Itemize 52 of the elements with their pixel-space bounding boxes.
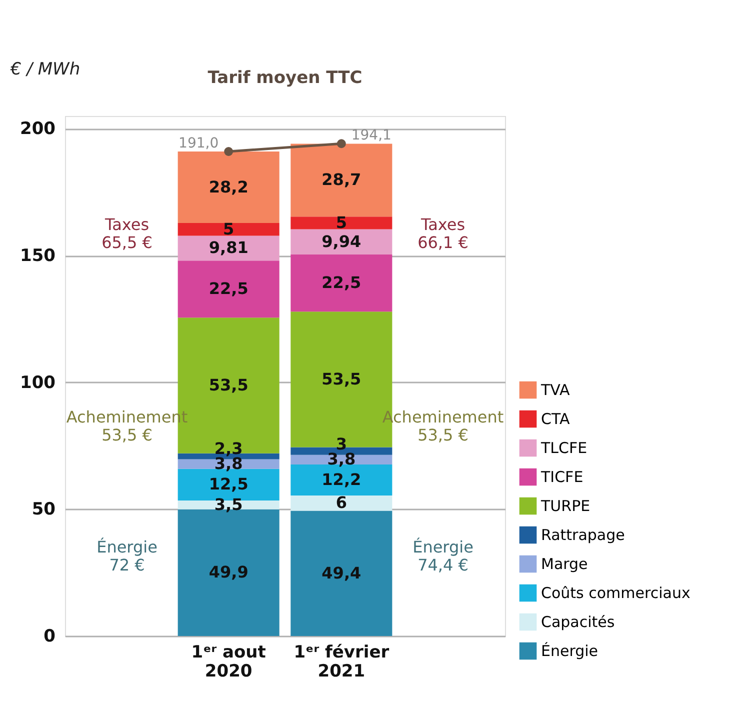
x-tick-label: 1ᵉʳ février 2021: [294, 642, 390, 682]
bar: [290, 254, 392, 312]
legend-label: Capacités: [541, 613, 615, 631]
data-label: 6: [336, 493, 347, 512]
bar: [290, 144, 392, 217]
data-label: 12,2: [322, 470, 362, 489]
data-label: 9,94: [322, 232, 362, 251]
legend-label: Rattrapage: [541, 526, 625, 544]
bar: [178, 236, 280, 261]
bar: [290, 510, 392, 636]
data-label: 28,2: [208, 177, 248, 196]
text: Taxes 66,1 €: [418, 215, 468, 252]
text: Énergie 74,4 €: [412, 538, 474, 575]
data-label: 28,7: [322, 170, 362, 190]
bar: [178, 151, 280, 224]
x-tick-label: 1ᵉʳ aout 2020: [191, 642, 266, 682]
text: Énergie 72 €: [96, 538, 158, 575]
data-label: 3,8: [327, 450, 356, 469]
legend-label: TICFE: [540, 468, 584, 486]
data-label: 49,9: [208, 562, 248, 582]
y-tick-label: 100: [20, 372, 56, 393]
legend-label: CTA: [541, 410, 570, 428]
text: Tarif moyen TTC: [208, 68, 362, 88]
data-label: 194,1: [351, 128, 392, 144]
y-axis-title: € / MWh: [10, 60, 80, 80]
data-label: 3,5: [214, 494, 243, 514]
data-label: 9,81: [208, 238, 248, 258]
legend-label: Marge: [541, 555, 588, 573]
data-label: 22,5: [208, 279, 248, 298]
data-label: 53,5: [322, 369, 362, 388]
bar: [290, 495, 392, 511]
legend-label: TLCFE: [540, 439, 588, 457]
y-tick-label: 0: [44, 626, 56, 646]
text: Taxes 65,5 €: [102, 215, 152, 252]
legend-label: Coûts commerciaux: [541, 584, 690, 602]
bar: [290, 216, 392, 230]
y-tick-label: 50: [32, 500, 56, 520]
data-label: 2,3: [214, 439, 243, 458]
bar: [178, 260, 280, 318]
data-label: 5: [336, 212, 347, 232]
legend-label: TVA: [540, 381, 570, 399]
data-label: 53,5: [208, 376, 248, 395]
bar: [178, 223, 280, 236]
data-label: 49,4: [322, 563, 362, 582]
y-tick-label: 150: [20, 246, 56, 266]
legend-label: Énergie: [541, 642, 598, 660]
y-tick-label: 200: [20, 119, 56, 140]
data-label: 5: [223, 219, 234, 238]
data-label: 191,0: [178, 136, 219, 152]
data-label: 12,5: [208, 474, 248, 494]
data-label: 22,5: [322, 273, 362, 292]
legend-label: TURPE: [540, 497, 590, 515]
